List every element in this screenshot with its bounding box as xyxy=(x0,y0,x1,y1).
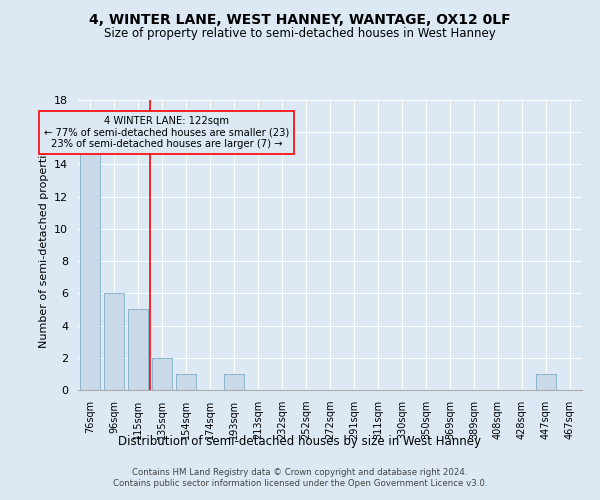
Text: Distribution of semi-detached houses by size in West Hanney: Distribution of semi-detached houses by … xyxy=(119,435,482,448)
Bar xyxy=(176,374,196,390)
Text: Size of property relative to semi-detached houses in West Hanney: Size of property relative to semi-detach… xyxy=(104,28,496,40)
Bar xyxy=(128,310,148,390)
Bar xyxy=(80,148,100,390)
Bar xyxy=(152,358,172,390)
Text: Contains HM Land Registry data © Crown copyright and database right 2024.
Contai: Contains HM Land Registry data © Crown c… xyxy=(113,468,487,487)
Bar xyxy=(104,294,124,390)
Text: 4, WINTER LANE, WEST HANNEY, WANTAGE, OX12 0LF: 4, WINTER LANE, WEST HANNEY, WANTAGE, OX… xyxy=(89,12,511,26)
Bar xyxy=(536,374,556,390)
Y-axis label: Number of semi-detached properties: Number of semi-detached properties xyxy=(38,142,49,348)
Bar xyxy=(224,374,244,390)
Text: 4 WINTER LANE: 122sqm
← 77% of semi-detached houses are smaller (23)
23% of semi: 4 WINTER LANE: 122sqm ← 77% of semi-deta… xyxy=(44,116,289,150)
